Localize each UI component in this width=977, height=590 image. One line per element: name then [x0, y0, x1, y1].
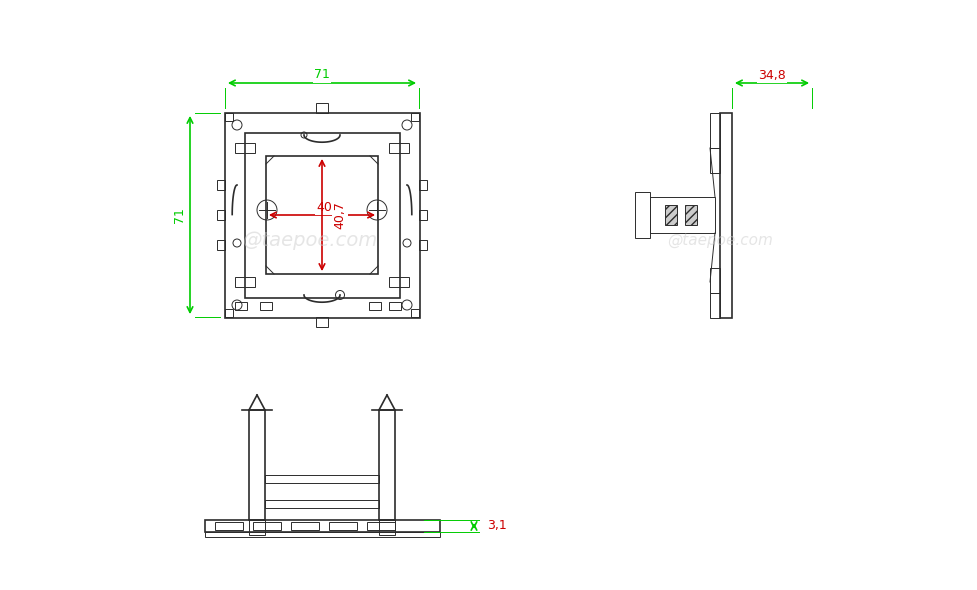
Bar [684, 205, 697, 225]
Text: 40,7: 40,7 [316, 201, 344, 214]
Bar [410, 113, 418, 121]
Text: 3,1: 3,1 [487, 520, 506, 533]
Bar [650, 197, 714, 233]
Bar [389, 277, 408, 287]
Bar [249, 410, 265, 520]
Bar [328, 522, 357, 530]
Bar [205, 520, 440, 532]
Bar [253, 522, 280, 530]
Bar [719, 113, 731, 318]
Bar [217, 210, 225, 220]
Text: 34,8: 34,8 [757, 68, 786, 81]
Bar [215, 522, 242, 530]
Bar [225, 113, 233, 121]
Bar [265, 475, 379, 483]
Bar [709, 148, 719, 173]
Bar [234, 277, 255, 287]
Bar [265, 500, 379, 508]
Bar [260, 302, 272, 310]
Bar [217, 240, 225, 250]
Bar [709, 113, 719, 148]
Bar [249, 520, 265, 535]
Bar [316, 103, 327, 113]
Bar [205, 532, 440, 537]
Bar [418, 180, 427, 190]
Bar [709, 293, 719, 318]
Bar [234, 302, 247, 310]
Bar [266, 156, 378, 274]
Bar [664, 205, 676, 225]
Bar [389, 143, 408, 153]
Bar [418, 210, 427, 220]
Bar [366, 522, 395, 530]
Bar [217, 180, 225, 190]
Bar [389, 302, 401, 310]
Text: @taepoe.com: @taepoe.com [242, 231, 377, 250]
Bar [225, 113, 419, 318]
Bar [316, 317, 327, 327]
Bar [234, 143, 255, 153]
Bar [379, 520, 395, 535]
Bar [368, 302, 381, 310]
Bar [225, 309, 233, 317]
Text: @taepoe.com: @taepoe.com [666, 232, 772, 247]
Bar [291, 522, 319, 530]
Bar [410, 309, 418, 317]
Bar [634, 192, 650, 238]
Bar [709, 268, 719, 293]
Bar [418, 240, 427, 250]
Text: 71: 71 [314, 68, 329, 81]
Text: 71: 71 [173, 207, 187, 223]
Bar [379, 410, 395, 520]
Bar [245, 133, 400, 298]
Text: 40,7: 40,7 [333, 201, 346, 229]
